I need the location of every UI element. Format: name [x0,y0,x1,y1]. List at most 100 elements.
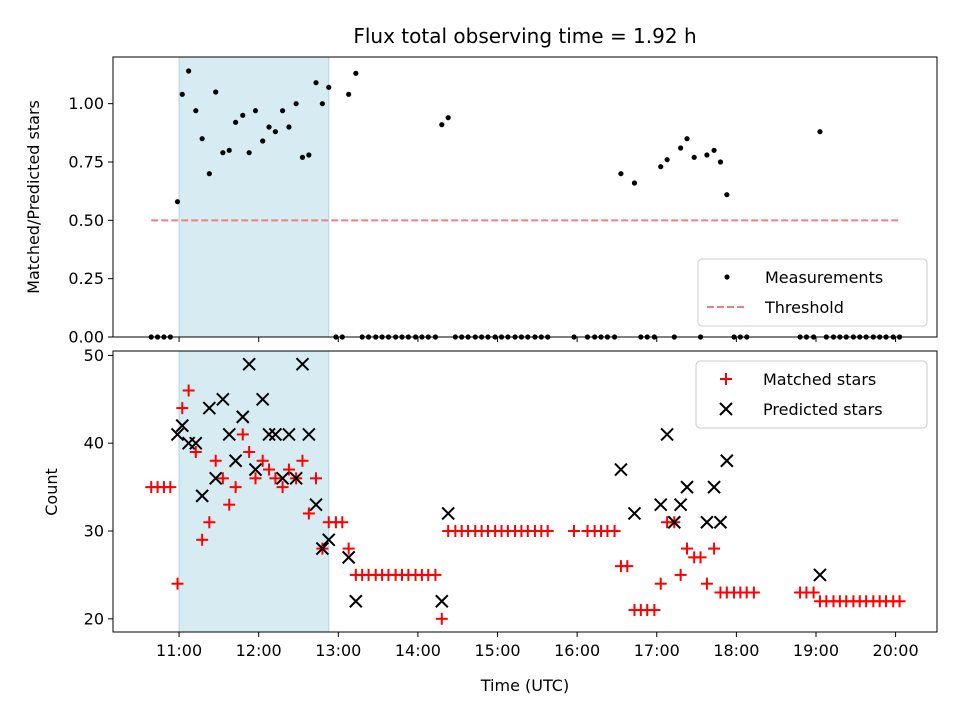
matched-star-point [236,428,249,441]
legend-threshold-label: Threshold [764,298,844,317]
predicted-star-point [680,480,694,494]
measurement-point [684,136,690,142]
measurement-point [293,101,299,107]
ratio-legend: Measurements Threshold [697,258,928,327]
count-series [145,357,906,625]
y-tick-label: 0.50 [68,211,104,230]
matched-star-point [296,454,309,467]
matched-star-point [256,454,269,467]
predicted-star-point [208,471,223,486]
matched-star-point [182,384,195,397]
x-tick-label: 11:00 [156,641,202,660]
measurement-point [226,147,232,153]
matched-star-point [229,481,242,494]
y-tick-label: 0.25 [68,269,104,288]
x-tick-label: 16:00 [554,641,600,660]
x-tick-label: 17:00 [634,641,680,660]
predicted-star-point [216,392,230,407]
predicted-star-point [195,489,209,503]
measurement-point [233,119,239,125]
matched-star-point [243,445,256,458]
matched-star-point [310,472,323,485]
measurement-point [704,152,710,158]
predicted-star-point [349,594,363,608]
predicted-star-point [700,515,714,529]
chart-title: Flux total observing time = 1.92 h [353,24,696,48]
predicted-star-point [660,427,674,442]
measurement-point [353,70,359,76]
matched-star-point [164,481,177,494]
measurement-point [658,164,664,170]
predicted-star-point [202,401,217,415]
matched-star-point [269,472,282,485]
ratio-y-axis-label: Matched/Predicted stars [24,100,43,294]
matched-star-point [567,525,580,538]
x-tick-label: 20:00 [873,641,919,660]
matched-star-point [674,568,687,581]
predicted-star-point [236,410,250,424]
predicted-star-point [289,471,303,486]
matched-star-point [223,498,236,511]
ratio-legend-box [697,258,928,327]
measurement-point [213,89,219,95]
predicted-star-point [435,594,449,608]
predicted-star-point [707,480,721,494]
matched-star-point [708,542,721,555]
x-tick-label: 12:00 [236,641,282,660]
predicted-star-point [654,497,668,512]
matched-star-point [176,402,189,415]
matched-star-point [893,595,906,608]
y-tick-label: 30 [84,522,104,541]
predicted-star-point [295,357,310,371]
matched-star-point [282,463,295,476]
matched-star-point [608,525,621,538]
predicted-star-point [302,427,316,442]
measurement-point [286,124,292,130]
predicted-star-point [315,541,330,556]
measurement-point [246,150,252,156]
matched-star-point [621,560,634,573]
matched-star-point [302,507,315,520]
predicted-star-point [720,454,734,468]
shaded-interval [178,56,330,338]
predicted-star-point [222,427,236,442]
measurement-point [313,80,319,86]
x-tick-label: 18:00 [713,641,759,660]
matched-star-point [807,586,820,599]
observing-window-shade-bottom [178,350,330,633]
predicted-star-point [170,427,185,442]
measurement-point [691,154,697,160]
matched-star-point [747,586,760,599]
predicted-star-point [713,515,728,529]
matched-star-point [196,533,209,546]
matched-star-point [216,472,229,485]
measurement-point [631,180,638,186]
y-tick-label: 0.00 [68,328,104,347]
measurement-point [326,84,332,90]
predicted-star-point [255,392,270,407]
predicted-star-point [309,497,323,512]
predicted-star-point [175,418,189,433]
measurement-point [199,136,205,142]
count-legend: Matched stars Predicted stars [695,360,928,429]
y-tick-label: 40 [84,434,104,453]
count-x-axis: 11:00 12:00 13:00 14:00 15:00 16:00 17:00 18:00… [156,632,919,660]
legend-matched-marker [720,373,732,385]
predicted-star-point [627,506,642,521]
matched-star-point [263,463,276,476]
measurement-point [299,154,306,160]
matched-star-point [541,525,554,538]
predicted-star-point [673,497,688,512]
x-tick-label: 13:00 [315,641,361,660]
predicted-star-point [341,550,356,565]
matched-star-point [209,454,222,467]
predicted-star-point [248,462,263,477]
matched-star-point [249,472,262,485]
measurement-point [445,115,451,121]
measurement-point [174,199,181,205]
measurement-point [220,150,226,156]
measurement-point [252,108,259,114]
predicted-star-point [614,462,628,477]
measurement-point [279,108,286,114]
